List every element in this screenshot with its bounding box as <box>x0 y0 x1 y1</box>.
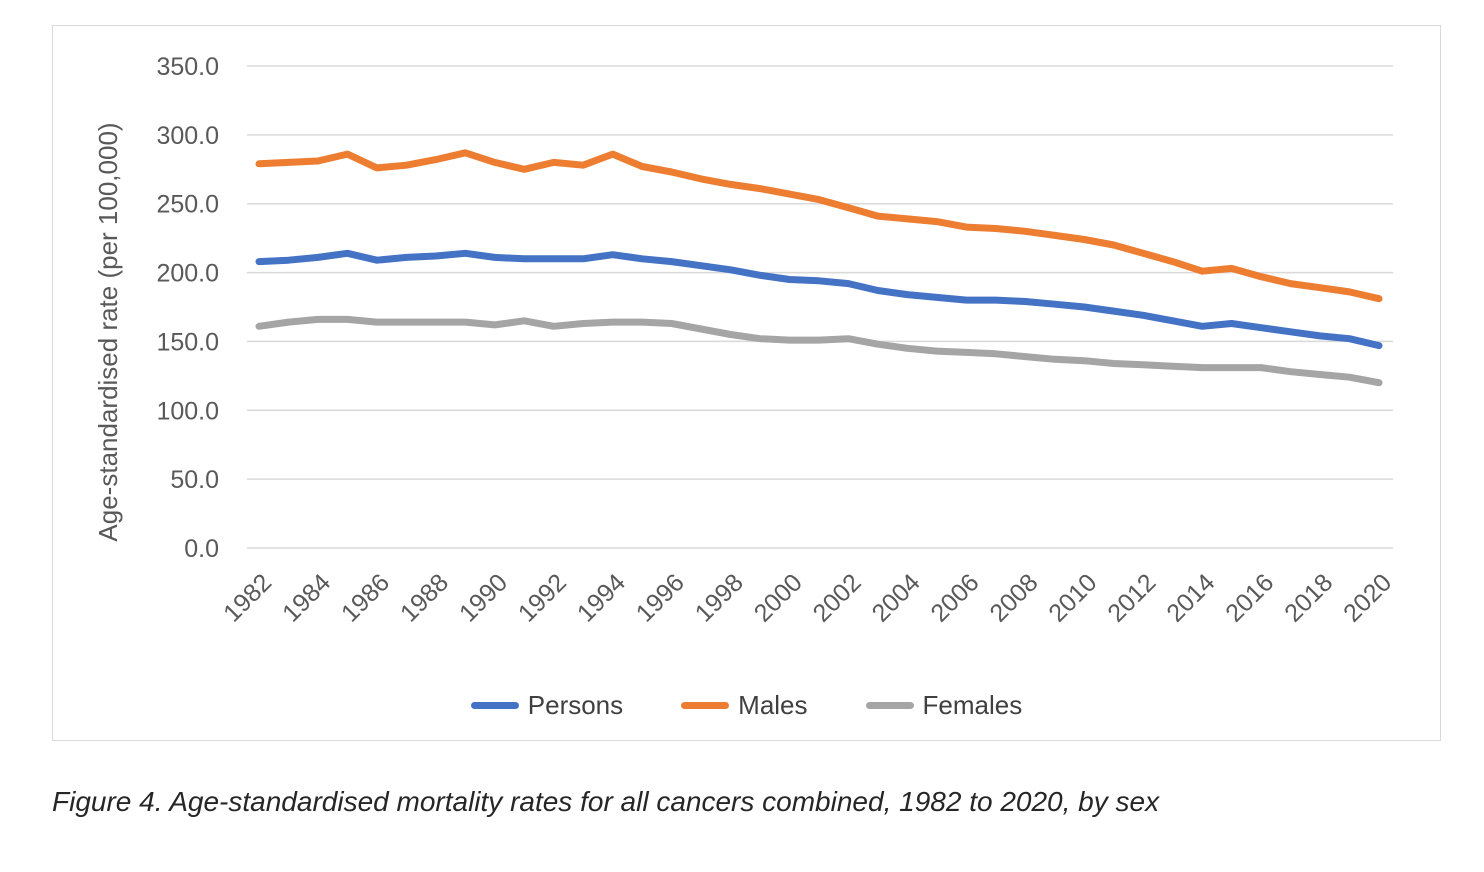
x-tick-label: 2020 <box>1338 568 1397 627</box>
x-tick-label: 1996 <box>631 568 690 627</box>
series-line-persons <box>255 249 1383 350</box>
legend-item-males: Males <box>681 690 808 720</box>
x-tick-label: 2014 <box>1161 568 1220 627</box>
x-tick-label: 2000 <box>749 568 808 627</box>
figure-caption: Figure 4. Age-standardised mortality rat… <box>52 786 1160 817</box>
x-tick-label: 1984 <box>277 568 336 627</box>
legend-swatch-males <box>681 701 730 709</box>
mortality-line-chart: 350.0 300.0 250.0 200.0 150.0 100.0 50.0 0.0 198… <box>93 53 1397 628</box>
legend-label: Males <box>738 690 808 720</box>
legend-item-persons: Persons <box>470 690 624 720</box>
y-tick-label: 250.0 <box>156 191 219 219</box>
legend-swatch-persons <box>470 701 519 709</box>
legend-swatch-females <box>865 701 914 709</box>
chart-container: 350.0 300.0 250.0 200.0 150.0 100.0 50.0 0.0 198… <box>52 25 1441 741</box>
series-line-females <box>255 315 1383 387</box>
x-tick-label: 2008 <box>984 568 1043 627</box>
legend-label: Persons <box>527 690 624 720</box>
legend-item-females: Females <box>865 690 1023 720</box>
y-tick-label: 200.0 <box>156 260 219 288</box>
y-tick-label: 100.0 <box>156 397 219 425</box>
y-axis-title: Age-standardised rate (per 100,000) <box>93 122 123 541</box>
legend-label: Females <box>922 690 1023 720</box>
x-tick-label: 1990 <box>454 568 513 627</box>
x-tick-label: 1982 <box>218 568 277 627</box>
x-tick-label: 2006 <box>925 568 984 627</box>
y-tick-label: 350.0 <box>156 53 219 81</box>
x-tick-label: 2018 <box>1279 568 1338 627</box>
y-tick-label: 0.0 <box>184 535 219 563</box>
chart-legend: Persons Males Females <box>53 692 1440 718</box>
x-tick-label: 1998 <box>690 568 749 627</box>
x-tick-label: 2016 <box>1220 568 1279 627</box>
x-tick-label: 1986 <box>336 568 395 627</box>
x-tick-label: 1992 <box>513 568 572 627</box>
y-tick-label: 150.0 <box>156 328 219 356</box>
y-tick-label: 300.0 <box>156 122 219 150</box>
y-tick-label: 50.0 <box>170 466 219 494</box>
x-tick-label: 2002 <box>808 568 867 627</box>
x-tick-label: 1994 <box>572 568 631 627</box>
x-tick-label: 2004 <box>867 568 926 627</box>
series-line-males <box>255 149 1383 303</box>
x-tick-label: 1988 <box>395 568 454 627</box>
x-tick-label: 2010 <box>1043 568 1102 627</box>
x-tick-label: 2012 <box>1102 568 1161 627</box>
